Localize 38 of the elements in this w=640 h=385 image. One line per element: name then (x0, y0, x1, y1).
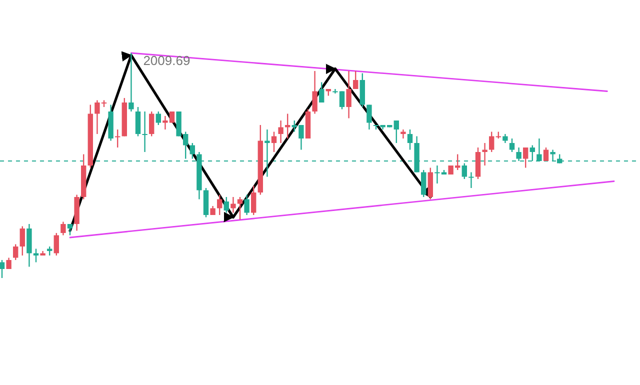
candlestick (278, 120, 284, 144)
candlestick (54, 232, 59, 256)
candlestick (60, 221, 66, 236)
candlestick (244, 194, 250, 216)
candlestick (128, 52, 134, 112)
candlestick (319, 82, 324, 104)
candlestick (149, 110, 154, 137)
candlestick (400, 128, 406, 140)
candlestick (346, 70, 352, 119)
candlestick (509, 138, 515, 153)
candlestick (142, 110, 148, 153)
candlestick (0, 259, 5, 279)
candlestick (224, 196, 229, 214)
candlestick (135, 106, 141, 137)
candlestick (523, 146, 528, 168)
candlestick (271, 131, 277, 153)
candlestick (285, 113, 290, 140)
candlestick (230, 196, 236, 214)
candlestick (237, 196, 243, 220)
candlestick (13, 244, 18, 261)
candlestick (366, 104, 372, 130)
candlestick (251, 185, 256, 216)
candlestick (462, 162, 467, 180)
candlestick (156, 110, 161, 126)
candlestick (67, 223, 73, 236)
candlestick (489, 131, 494, 153)
candlestick (20, 226, 25, 256)
candlestick (394, 120, 399, 144)
candlestick (312, 70, 318, 114)
candlestick (115, 128, 120, 148)
candlestick (407, 128, 413, 150)
candlestick (543, 146, 549, 162)
annotation: 2009.69 (143, 53, 190, 68)
candlestick (217, 194, 222, 216)
candlestick (482, 142, 488, 166)
candlestick (421, 169, 426, 198)
candlestick (468, 172, 474, 189)
candlestick (353, 70, 358, 90)
